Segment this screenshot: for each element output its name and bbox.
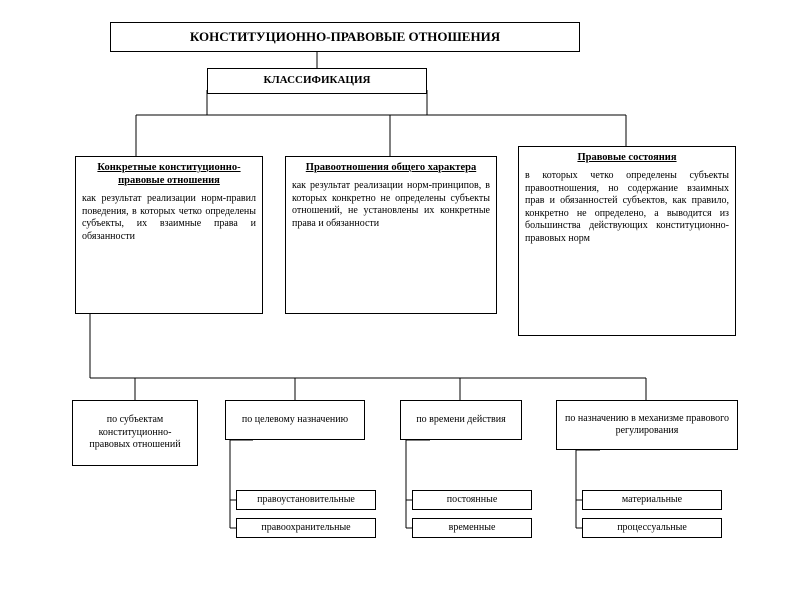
category-box-1: Конкретные конституционно-правовые отнош… — [75, 156, 263, 314]
column-title-1: по субъектам конституционно-правовых отн… — [79, 414, 191, 452]
title-text: КОНСТИТУЦИОННО-ПРАВОВЫЕ ОТНОШЕНИЯ — [190, 29, 500, 45]
column-box-1: по субъектам конституционно-правовых отн… — [72, 400, 198, 466]
subtitle-text: КЛАССИФИКАЦИЯ — [264, 74, 371, 88]
column-box-4: по назначению в механизме правового регу… — [556, 400, 738, 450]
leaf-2-1: правоустановительные — [236, 490, 376, 510]
leaf-3-2: временные — [412, 518, 532, 538]
leaf-2-2-text: правоохранительные — [261, 522, 350, 535]
category-box-3: Правовые состояния в которых четко опред… — [518, 146, 736, 336]
title-box: КОНСТИТУЦИОННО-ПРАВОВЫЕ ОТНОШЕНИЯ — [110, 22, 580, 52]
category-title-3: Правовые состояния — [525, 151, 729, 164]
column-title-3: по времени действия — [416, 414, 505, 427]
category-title-1: Конкретные конституционно-правовые отнош… — [82, 161, 256, 187]
column-box-2: по целевому назначению — [225, 400, 365, 440]
leaf-3-2-text: временные — [449, 522, 496, 535]
leaf-4-1-text: материальные — [622, 494, 682, 507]
leaf-4-1: материальные — [582, 490, 722, 510]
column-title-4: по назначению в механизме правового регу… — [563, 413, 731, 438]
category-body-3: в которых четко определены субъекты прав… — [525, 170, 729, 245]
leaf-3-1: постоянные — [412, 490, 532, 510]
column-box-3: по времени действия — [400, 400, 522, 440]
leaf-2-2: правоохранительные — [236, 518, 376, 538]
category-title-2: Правоотношения общего характера — [292, 161, 490, 174]
column-title-2: по целевому назначению — [242, 414, 348, 427]
leaf-4-2: процессуальные — [582, 518, 722, 538]
leaf-4-2-text: процессуальные — [617, 522, 687, 535]
leaf-3-1-text: постоянные — [447, 494, 498, 507]
category-body-1: как результат реализации норм-правил пов… — [82, 193, 256, 243]
subtitle-box: КЛАССИФИКАЦИЯ — [207, 68, 427, 94]
leaf-2-1-text: правоустановительные — [257, 494, 355, 507]
category-body-2: как результат реализации норм-принципов,… — [292, 180, 490, 230]
category-box-2: Правоотношения общего характера как резу… — [285, 156, 497, 314]
